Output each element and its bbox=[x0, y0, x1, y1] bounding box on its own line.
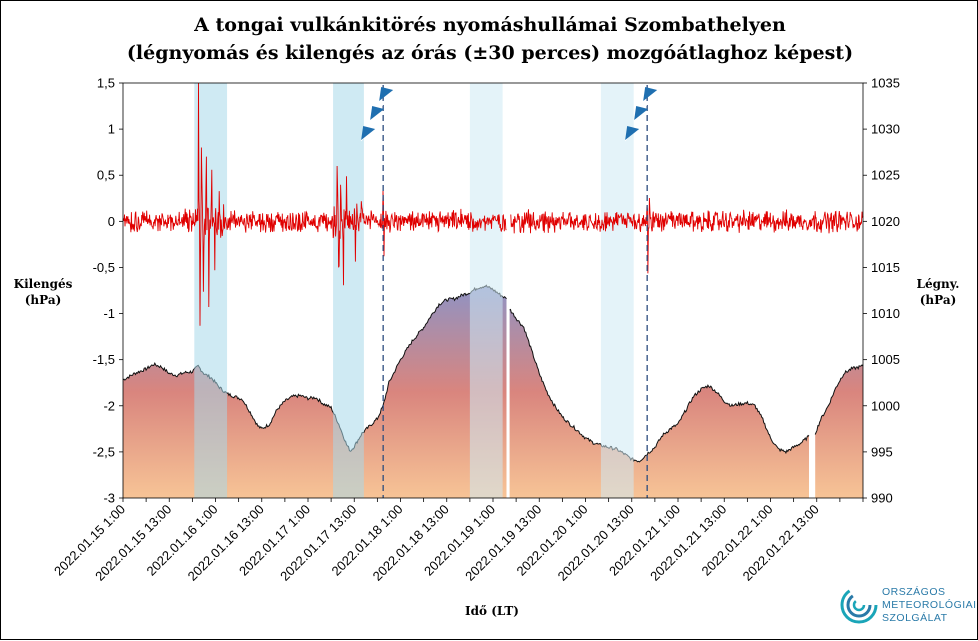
left-tick-label-3: 0 bbox=[108, 214, 115, 229]
right-tick-label-9: 990 bbox=[871, 491, 893, 506]
front-triangle-2 bbox=[379, 87, 394, 101]
omsz-logo: ORSZÁGOS METEOROLÓGIAI SZOLGÁLAT bbox=[840, 585, 977, 624]
cold-front-icon-1 bbox=[624, 87, 658, 142]
residual-series bbox=[122, 82, 864, 326]
left-tick-label-1: 1 bbox=[108, 122, 115, 137]
right-tick-label-2: 1025 bbox=[871, 168, 900, 183]
pressure-area-2 bbox=[815, 365, 863, 498]
logo-text-line1: ORSZÁGOS bbox=[882, 585, 946, 598]
left-tick-label-9: -3 bbox=[103, 491, 115, 506]
highlight-bands bbox=[194, 83, 634, 498]
right-tick-label-8: 995 bbox=[871, 444, 893, 459]
logo-swirl-icon bbox=[840, 586, 878, 624]
left-axis-label-line2: (hPa) bbox=[25, 293, 62, 307]
chart-title: A tongai vulkánkitörés nyomáshullámai Sz… bbox=[193, 14, 786, 36]
residual-line bbox=[122, 82, 864, 326]
right-y-axis: 1035 1030 1025 1020 1015 1010 1005 1000 995 990 bbox=[863, 76, 900, 506]
left-tick-label-0: 1,5 bbox=[97, 76, 115, 91]
right-tick-label-6: 1005 bbox=[871, 352, 900, 367]
right-tick-label-1: 1030 bbox=[871, 122, 900, 137]
left-y-axis: 1,5 1 0,5 0 -0,5 -1 -1,5 -2 -2,5 -3 bbox=[93, 76, 123, 506]
left-tick-label-7: -2 bbox=[103, 398, 115, 413]
right-axis-label-line1: Légny. bbox=[917, 277, 960, 291]
right-tick-label-7: 1000 bbox=[871, 398, 900, 413]
right-tick-label-5: 1010 bbox=[871, 306, 900, 321]
left-tick-label-2: 0,5 bbox=[97, 168, 115, 183]
cold-front-icon-0 bbox=[360, 87, 394, 142]
pressure-line-1 bbox=[509, 308, 810, 463]
front-triangle-1 bbox=[634, 106, 649, 120]
left-tick-label-4: -0,5 bbox=[93, 260, 115, 275]
left-tick-label-5: -1 bbox=[103, 306, 115, 321]
front-triangle-0 bbox=[625, 126, 640, 140]
right-tick-label-4: 1015 bbox=[871, 260, 900, 275]
logo-text-line2: METEOROLÓGIAI bbox=[882, 598, 977, 611]
pressure-area-0 bbox=[123, 285, 507, 498]
highlight-band-2 bbox=[469, 83, 503, 498]
left-axis-label-line1: Kilengés bbox=[14, 277, 73, 291]
highlight-band-1 bbox=[333, 83, 364, 498]
cold-fronts bbox=[360, 85, 658, 498]
right-axis-label-line2: (hPa) bbox=[920, 293, 957, 307]
front-triangle-1 bbox=[370, 106, 385, 120]
right-tick-label-0: 1035 bbox=[871, 76, 900, 91]
highlight-band-3 bbox=[600, 83, 634, 498]
chart-subtitle: (légnyomás és kilengés az órás (±30 perc… bbox=[127, 42, 853, 64]
front-triangle-0 bbox=[361, 126, 376, 140]
logo-text-line3: SZOLGÁLAT bbox=[882, 611, 948, 624]
pressure-area-1 bbox=[509, 309, 809, 498]
pressure-line-0 bbox=[122, 284, 507, 452]
x-axis-title: Idő (LT) bbox=[465, 604, 519, 618]
left-tick-label-8: -2,5 bbox=[93, 444, 115, 459]
pressure-line-2 bbox=[814, 364, 864, 435]
left-tick-label-6: -1,5 bbox=[93, 352, 115, 367]
right-tick-label-3: 1020 bbox=[871, 214, 900, 229]
front-triangle-2 bbox=[643, 87, 658, 101]
